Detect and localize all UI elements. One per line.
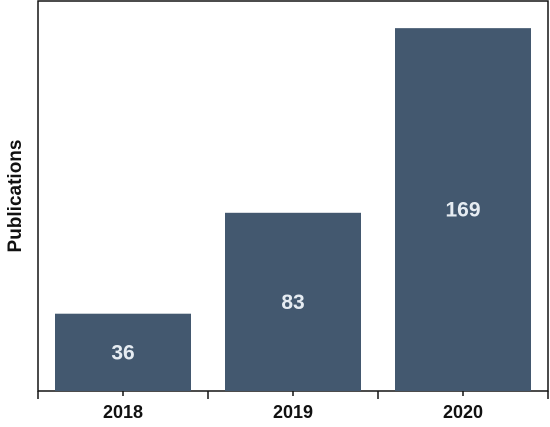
x-tick-label-2020: 2020 [443, 402, 483, 422]
data-label-2019: 83 [281, 291, 304, 314]
x-axis-ticks [37, 391, 549, 399]
x-axis-tick-labels: 2018 2019 2020 [103, 402, 483, 422]
x-tick-label-2019: 2019 [273, 402, 313, 422]
data-label-2020: 169 [445, 199, 480, 222]
y-axis-title: Publications [5, 140, 26, 253]
bar-2020 [395, 28, 531, 391]
data-label-2018: 36 [111, 341, 134, 364]
bar-2018 [55, 313, 191, 391]
bar-2019 [225, 212, 361, 391]
bars-group: 36 83 169 [55, 28, 531, 391]
x-tick-label-2018: 2018 [103, 402, 143, 422]
